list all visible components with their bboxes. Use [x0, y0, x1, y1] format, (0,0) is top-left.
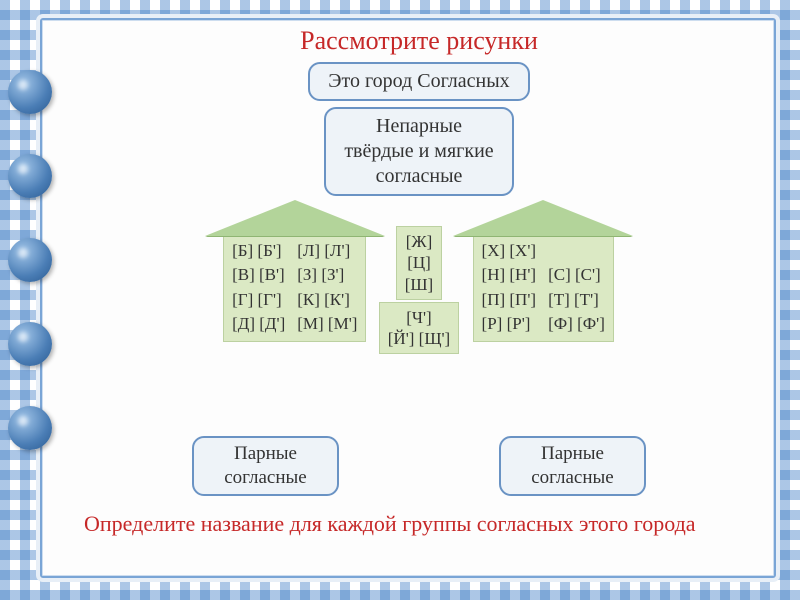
phoneme-cell: [Д] [Д']: [232, 314, 285, 334]
phoneme-cell: [В] [В']: [232, 265, 285, 285]
phoneme-cell: [Л] [Л']: [297, 241, 357, 261]
cell: [Ц]: [405, 252, 433, 273]
bottom-left-pill: Парныесогласные: [192, 436, 338, 496]
bottom-right-pill: Парныесогласные: [499, 436, 645, 496]
cell: [Й'] [Щ']: [388, 328, 450, 349]
phoneme-cell: [Т] [Т']: [548, 290, 605, 310]
right-house-body: [Х] [Х'] [Н] [Н'] [П] [П'] [Р] [Р'] [С] [С'…: [473, 234, 614, 342]
line: согласные: [531, 466, 613, 490]
right-roof: [453, 200, 633, 236]
phoneme-cell: [Ф] [Ф']: [548, 314, 605, 334]
left-house-body: [Б] [Б'] [В] [В'] [Г] [Г'] [Д] [Д'] [Л] [Л'…: [223, 234, 366, 342]
phoneme-cell: [Г] [Г']: [232, 290, 285, 310]
cell: [Ж]: [405, 231, 433, 252]
question-text: Определите название для каждой группы со…: [82, 510, 756, 539]
phoneme-cell: [М] [М']: [297, 314, 357, 334]
left-house: [Б] [Б'] [В] [В'] [Г] [Г'] [Д] [Д'] [Л] [Л'…: [205, 200, 385, 342]
phoneme-cell: [К] [К']: [297, 290, 357, 310]
houses-row: [Б] [Б'] [В] [В'] [Г] [Г'] [Д] [Д'] [Л] [Л'…: [82, 200, 756, 410]
center-bottom-box: [Ч'][Й'] [Щ']: [379, 302, 459, 355]
line: согласные: [224, 466, 306, 490]
slide-title: Рассмотрите рисунки: [82, 26, 756, 56]
phoneme-cell: [Р] [Р']: [482, 314, 537, 334]
phoneme-cell: [З] [З']: [297, 265, 357, 285]
line: Парные: [531, 442, 613, 466]
line: согласные: [344, 164, 493, 189]
phoneme-cell: [П] [П']: [482, 290, 537, 310]
subheader-box: Непарныетвёрдые и мягкиесогласные: [324, 107, 513, 196]
center-column: [Ж][Ц][Ш] [Ч'][Й'] [Щ']: [379, 226, 459, 354]
line: твёрдые и мягкие: [344, 139, 493, 164]
center-top-box: [Ж][Ц][Ш]: [396, 226, 442, 300]
phoneme-cell: [С] [С']: [548, 265, 605, 285]
line: Парные: [224, 442, 306, 466]
phoneme-cell: [Х] [Х']: [482, 241, 537, 261]
phoneme-cell: [548, 241, 605, 261]
phoneme-cell: [Б] [Б']: [232, 241, 285, 261]
cell: [Ч']: [388, 307, 450, 328]
city-header-box: Это город Согласных: [308, 62, 529, 101]
bottom-labels-row: Парныесогласные Парныесогласные: [82, 436, 756, 496]
left-roof: [205, 200, 385, 236]
phoneme-cell: [Н] [Н']: [482, 265, 537, 285]
slide-page: Рассмотрите рисунки Это город Согласных …: [40, 18, 776, 578]
spiral-binding: [8, 70, 58, 490]
right-house: [Х] [Х'] [Н] [Н'] [П] [П'] [Р] [Р'] [С] [С'…: [453, 200, 633, 342]
cell: [Ш]: [405, 274, 433, 295]
line: Непарные: [344, 114, 493, 139]
